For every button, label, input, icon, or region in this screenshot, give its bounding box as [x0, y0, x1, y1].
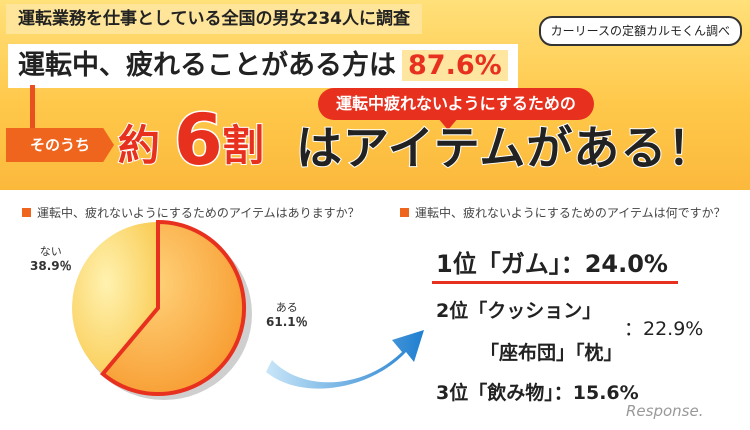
rank-2-value: ：22.9% [624, 318, 704, 340]
headline-percent: 87.6% [402, 50, 508, 81]
slice-label-nai: ない 38.9％ [30, 244, 72, 274]
big-number: 6 [173, 99, 225, 182]
headline-text: 運転中、疲れることがある方は [18, 50, 396, 81]
rank-3-value: ：15.6% [553, 382, 639, 404]
rank-1-label: 1位 [436, 250, 477, 278]
header-banner: 運転業務を仕事としている全国の男女234人に調査 カーリースの定額カルモくん調べ… [0, 0, 750, 190]
slice-aru-label: ある [275, 301, 298, 314]
slice-nai-label: ない [39, 245, 62, 258]
rank-1-item: 「ガム」 [476, 250, 561, 278]
sub-bubble: 運転中疲れないようにするための [318, 88, 594, 130]
slice-label-aru: ある 61.1％ [266, 300, 308, 330]
big-yaku: 約 [117, 120, 161, 171]
rank-2-item: 「クッション」 [468, 300, 602, 322]
headline: 運転中、疲れることがある方は 87.6% [8, 44, 518, 88]
ranking-3: 3位「飲み物」：15.6% [436, 378, 639, 405]
sonouchi-tag: そのうち [6, 128, 114, 162]
square-bullet-icon [22, 208, 31, 217]
square-bullet-icon [400, 208, 409, 217]
slice-aru-value: 61.1％ [266, 315, 308, 329]
question-2: 運転中、疲れないようにするためのアイテムは何ですか？ [400, 204, 726, 221]
rank-2-label: 2位 [436, 300, 469, 322]
question-1-text: 運転中、疲れないようにするためのアイテムはありますか？ [37, 206, 360, 220]
source-badge: カーリースの定額カルモくん調べ [538, 16, 742, 46]
arrow-icon [266, 330, 424, 389]
rank-3-label: 3位 [436, 382, 469, 404]
pie-slice-aru [99, 220, 246, 396]
big-headline-rest: はアイテムがある！ [295, 120, 715, 176]
ranking-2: 2位「クッション」 [436, 296, 601, 323]
pie-slice-nai [72, 222, 158, 374]
chart-canvas [72, 220, 424, 400]
rank-1-underline [432, 281, 678, 284]
big-wari: 割 [221, 120, 265, 171]
question-2-text: 運転中、疲れないようにするためのアイテムは何ですか？ [415, 206, 726, 220]
rank-2-item-2: 「座布団」「枕」 [480, 342, 623, 364]
ranking-1: 1位「ガム」：24.0% [436, 244, 668, 279]
pie-chart [72, 220, 246, 396]
response-watermark: Response. [626, 402, 704, 420]
rank-1-value: ：24.0% [560, 250, 668, 278]
rank-3-item: 「飲み物」 [468, 382, 554, 404]
question-1: 運転中、疲れないようにするためのアイテムはありますか？ [22, 204, 360, 221]
survey-title: 運転業務を仕事としている全国の男女234人に調査 [6, 4, 422, 34]
slice-nai-value: 38.9％ [30, 259, 72, 273]
